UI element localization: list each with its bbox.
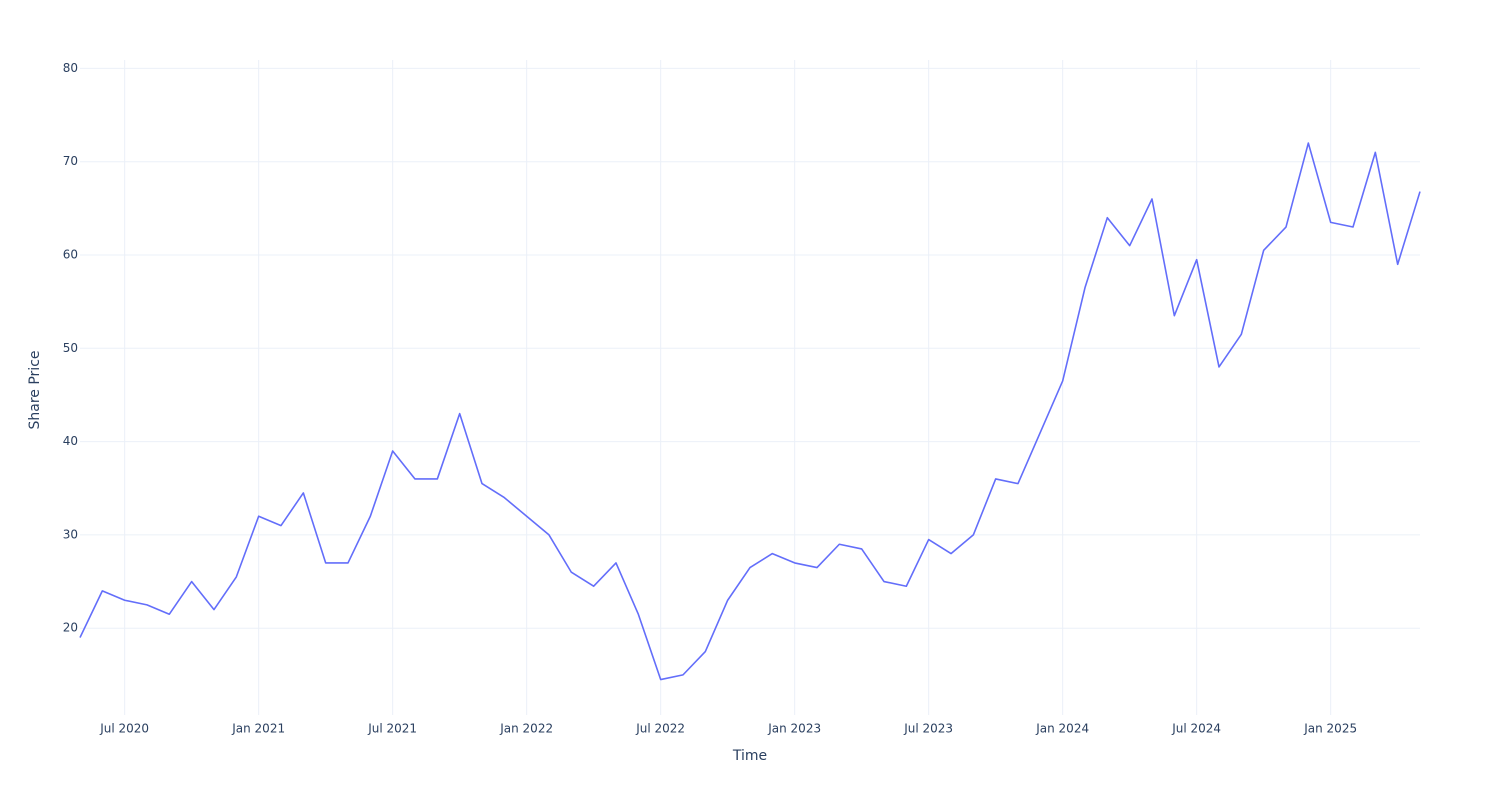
x-tick-label: Jul 2021 (367, 722, 417, 736)
x-tick-label: Jul 2024 (1171, 722, 1221, 736)
y-tick-label: 60 (63, 248, 78, 262)
x-tick-label: Jul 2020 (99, 722, 149, 736)
x-tick-label: Jul 2023 (903, 722, 953, 736)
y-tick-label: 50 (63, 341, 78, 355)
x-tick-label: Jan 2023 (767, 722, 821, 736)
y-tick-label: 70 (63, 154, 78, 168)
x-axis-label: Time (732, 748, 767, 764)
grid (80, 60, 1420, 715)
y-tick-label: 80 (63, 61, 78, 75)
x-tick-label: Jan 2024 (1035, 722, 1089, 736)
y-tick-label: 30 (63, 527, 78, 541)
y-axis-label: Share Price (27, 350, 43, 429)
x-tick-label: Jan 2021 (231, 722, 285, 736)
x-tick-label: Jul 2022 (635, 722, 685, 736)
y-tick-label: 20 (63, 621, 78, 635)
x-tick-label: Jan 2025 (1303, 722, 1357, 736)
x-tick-label: Jan 2022 (499, 722, 553, 736)
price-line (79, 142, 1421, 681)
y-tick-label: 40 (63, 434, 78, 448)
